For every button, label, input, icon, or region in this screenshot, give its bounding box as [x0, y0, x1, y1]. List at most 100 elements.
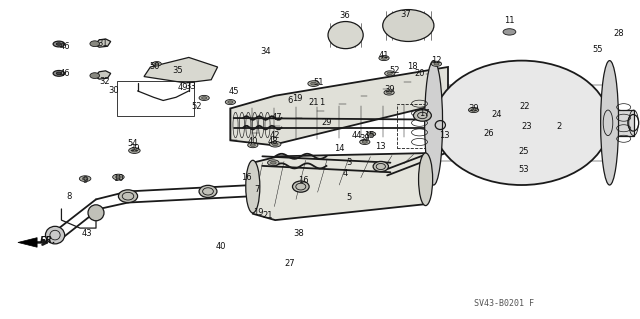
Text: 24: 24	[492, 110, 502, 119]
Bar	[117, 81, 194, 116]
Ellipse shape	[387, 91, 392, 94]
Ellipse shape	[387, 72, 392, 75]
Ellipse shape	[269, 141, 281, 147]
Text: 46: 46	[60, 42, 70, 51]
Ellipse shape	[53, 70, 65, 76]
Ellipse shape	[248, 143, 258, 148]
Text: 25: 25	[518, 147, 529, 156]
Polygon shape	[253, 153, 426, 220]
Ellipse shape	[270, 161, 276, 164]
Ellipse shape	[225, 100, 236, 105]
Text: SV43-B0201 F: SV43-B0201 F	[474, 299, 534, 308]
Text: 31: 31	[97, 39, 108, 48]
Ellipse shape	[90, 73, 100, 78]
Text: 49: 49	[177, 83, 188, 92]
Ellipse shape	[503, 29, 516, 35]
Ellipse shape	[228, 101, 233, 103]
Text: 36: 36	[339, 11, 349, 20]
Bar	[474, 97, 528, 160]
Ellipse shape	[132, 149, 138, 152]
Text: 21: 21	[262, 211, 273, 220]
Text: 43: 43	[82, 229, 92, 238]
Ellipse shape	[292, 181, 309, 192]
Text: 53: 53	[518, 165, 529, 174]
Text: 33: 33	[186, 82, 196, 91]
Ellipse shape	[199, 185, 217, 197]
Text: 4: 4	[343, 169, 348, 178]
Text: 51: 51	[314, 78, 324, 87]
Text: 41: 41	[379, 51, 389, 60]
Text: 7: 7	[255, 185, 260, 194]
Ellipse shape	[199, 95, 209, 100]
Text: 23: 23	[522, 122, 532, 130]
Ellipse shape	[115, 175, 122, 178]
Text: 40: 40	[248, 137, 258, 146]
Ellipse shape	[155, 63, 159, 65]
Text: 52: 52	[192, 102, 202, 111]
Ellipse shape	[419, 153, 433, 205]
Ellipse shape	[79, 176, 91, 182]
Text: 39: 39	[129, 144, 140, 153]
Text: 42: 42	[270, 131, 280, 140]
Ellipse shape	[113, 174, 124, 180]
Text: 17: 17	[419, 109, 429, 118]
Text: 20: 20	[415, 69, 425, 78]
Ellipse shape	[83, 177, 88, 180]
Ellipse shape	[425, 61, 443, 185]
Text: 9: 9	[83, 176, 88, 185]
Text: 45: 45	[229, 87, 239, 96]
Text: 13: 13	[376, 142, 386, 151]
Text: 10: 10	[113, 174, 124, 183]
Text: 22: 22	[520, 102, 530, 111]
Text: 21: 21	[308, 98, 319, 107]
Ellipse shape	[431, 61, 442, 66]
Polygon shape	[95, 71, 111, 79]
Text: 28: 28	[613, 29, 623, 38]
Text: 46: 46	[60, 69, 70, 78]
Ellipse shape	[129, 148, 140, 153]
Ellipse shape	[369, 133, 374, 135]
Ellipse shape	[362, 141, 367, 143]
Text: FR.: FR.	[40, 236, 56, 245]
Text: 27: 27	[284, 259, 294, 268]
Text: 34: 34	[260, 47, 271, 56]
Polygon shape	[18, 238, 37, 247]
Text: 44: 44	[352, 131, 362, 140]
Ellipse shape	[381, 57, 387, 59]
Ellipse shape	[360, 139, 370, 145]
Text: 35: 35	[173, 66, 183, 75]
Text: 19: 19	[253, 208, 263, 217]
Text: 47: 47	[271, 113, 282, 122]
Polygon shape	[144, 57, 218, 83]
Ellipse shape	[273, 143, 278, 145]
Text: 1: 1	[319, 98, 324, 107]
Text: 11: 11	[504, 16, 515, 25]
Ellipse shape	[367, 132, 376, 136]
Text: 40: 40	[216, 242, 226, 251]
Text: 55: 55	[593, 45, 603, 54]
Text: 2: 2	[557, 122, 562, 130]
Ellipse shape	[384, 90, 394, 95]
Ellipse shape	[118, 190, 138, 203]
Ellipse shape	[45, 226, 65, 244]
Text: 32: 32	[99, 77, 109, 86]
Text: 8: 8	[67, 192, 72, 201]
Ellipse shape	[268, 160, 279, 166]
Ellipse shape	[433, 61, 609, 185]
Text: 52: 52	[390, 66, 400, 75]
Bar	[397, 104, 480, 148]
Text: 12: 12	[431, 56, 442, 65]
Text: 5: 5	[346, 193, 351, 202]
Bar	[608, 110, 634, 136]
Text: 18: 18	[408, 63, 418, 71]
Text: 26: 26	[484, 130, 494, 138]
Text: 16: 16	[298, 176, 308, 185]
Text: 50: 50	[150, 63, 160, 71]
Text: 19: 19	[292, 94, 303, 103]
Ellipse shape	[202, 97, 207, 99]
Text: 3: 3	[346, 158, 351, 167]
Ellipse shape	[311, 82, 317, 85]
Ellipse shape	[383, 10, 434, 41]
Text: 39: 39	[360, 134, 370, 143]
Text: 48: 48	[268, 137, 278, 146]
